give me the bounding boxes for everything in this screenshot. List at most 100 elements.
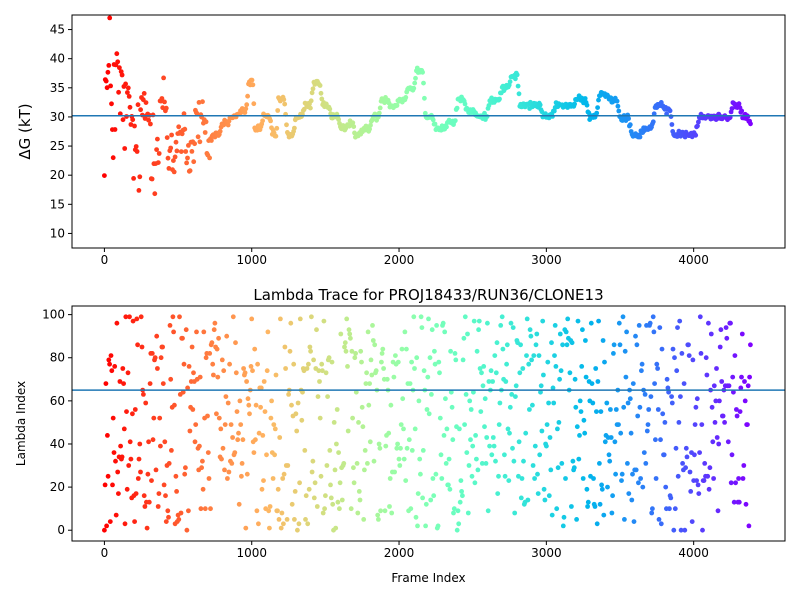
lambda-point: [294, 428, 300, 434]
lambda-point: [687, 469, 693, 475]
lambda-point: [398, 445, 403, 451]
lambda-point: [152, 355, 158, 361]
lambda-point: [602, 359, 607, 365]
lambda-point: [512, 510, 518, 516]
lambda-point: [153, 467, 159, 473]
delta-g-y-ticks: 10 15 20 25 30 35 40 45: [50, 23, 72, 240]
lambda-point: [143, 400, 149, 406]
lambda-point: [718, 327, 724, 333]
lambda-point: [700, 527, 705, 533]
lambda-point: [493, 458, 498, 464]
lambda-point: [564, 342, 570, 348]
lambda-point: [346, 327, 352, 333]
lambda-point: [349, 348, 355, 354]
lambda-point: [211, 327, 217, 333]
lambda-point: [471, 389, 476, 395]
lambda-point: [650, 314, 656, 320]
lambda-point: [748, 342, 753, 348]
lambda-point: [511, 458, 517, 464]
lambda-point: [356, 489, 362, 494]
lambda-point: [186, 508, 191, 514]
delta-g-y-label: ΔG (kT): [16, 103, 34, 159]
lambda-point: [108, 353, 114, 358]
lambda-point: [653, 476, 659, 481]
y-tick-label: 10: [50, 226, 65, 240]
delta-g-point: [106, 63, 112, 68]
lambda-point: [668, 495, 674, 501]
lambda-point: [280, 476, 286, 481]
lambda-point: [127, 314, 132, 320]
delta-g-point: [394, 103, 400, 108]
lambda-point: [740, 476, 746, 481]
delta-g-point: [148, 121, 153, 127]
lambda-point: [605, 484, 610, 490]
delta-g-point: [203, 119, 209, 125]
lambda-point: [711, 476, 716, 481]
lambda-point: [155, 504, 161, 509]
lambda-point: [282, 344, 288, 350]
lambda-point: [409, 359, 414, 365]
lambda-point: [429, 392, 434, 397]
lambda-point: [187, 428, 193, 434]
delta-g-point: [150, 112, 156, 118]
lambda-point: [253, 402, 259, 408]
lambda-point: [436, 359, 442, 365]
lambda-point: [255, 361, 260, 367]
delta-g-point: [105, 69, 111, 75]
lambda-point: [462, 314, 468, 320]
delta-g-point: [403, 95, 409, 100]
lambda-point: [307, 344, 313, 350]
lambda-point: [353, 351, 358, 356]
lambda-point: [223, 394, 229, 399]
lambda-point: [272, 426, 278, 432]
lambda-point: [449, 404, 455, 410]
lambda-point: [726, 383, 732, 389]
delta-g-point: [249, 77, 255, 83]
lambda-point: [431, 493, 437, 499]
lambda-point: [141, 493, 147, 499]
lambda-point: [190, 407, 196, 412]
lambda-point: [678, 527, 684, 533]
delta-g-point: [308, 98, 314, 104]
delta-g-point: [184, 160, 190, 166]
lambda-point: [123, 314, 129, 320]
lambda-point: [597, 461, 602, 466]
delta-g-point: [207, 155, 213, 161]
delta-g-point: [516, 91, 522, 97]
lambda-point: [235, 437, 241, 443]
lambda-point: [693, 404, 699, 410]
lambda-point: [647, 320, 653, 326]
delta-g-point: [292, 125, 297, 131]
lambda-point: [345, 364, 350, 369]
lambda-point: [451, 506, 457, 512]
delta-g-point: [195, 134, 201, 140]
lambda-point: [530, 402, 535, 408]
lambda-point: [222, 467, 227, 473]
lambda-point: [651, 329, 657, 335]
lambda-point: [201, 329, 207, 335]
lambda-point: [130, 411, 135, 417]
lambda-point: [363, 381, 369, 386]
lambda-point: [199, 465, 205, 471]
lambda-point: [429, 327, 435, 333]
lambda-point: [354, 461, 360, 466]
x-tick-label: 1000: [236, 546, 267, 560]
lambda-point: [552, 323, 558, 328]
delta-g-point: [507, 79, 513, 85]
lambda-point: [292, 489, 298, 494]
lambda-point: [289, 501, 295, 507]
lambda-point: [742, 379, 747, 384]
lambda-point: [490, 379, 495, 384]
lambda-point: [378, 508, 383, 514]
delta-g-point: [284, 122, 289, 128]
lambda-point: [663, 484, 669, 490]
lambda-point: [107, 361, 112, 367]
lambda-point: [533, 342, 539, 348]
lambda-point: [105, 433, 110, 438]
lambda-point: [667, 506, 672, 512]
lambda-point: [186, 364, 192, 369]
lambda-point: [444, 426, 450, 432]
lambda-point: [394, 445, 400, 451]
lambda-point: [411, 314, 417, 320]
delta-g-point: [162, 99, 167, 105]
